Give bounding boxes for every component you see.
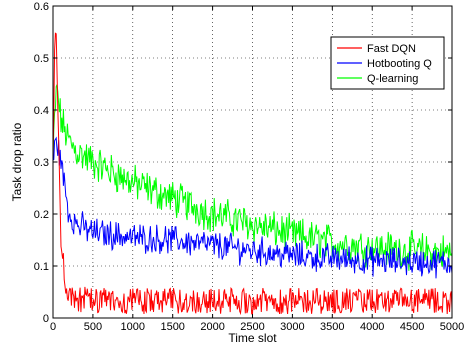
legend-label: Q-learning bbox=[367, 73, 418, 85]
x-tick-label: 3500 bbox=[320, 321, 344, 333]
series-line-fast-dqn bbox=[52, 32, 453, 316]
legend-label: Hotbooting Q bbox=[367, 58, 432, 70]
series-layer bbox=[52, 32, 453, 316]
y-tick-label: 0.4 bbox=[34, 105, 49, 117]
x-tick-label: 2500 bbox=[240, 321, 264, 333]
series-line-hotbooting-q bbox=[52, 136, 453, 279]
x-tick-label: 3000 bbox=[280, 321, 304, 333]
x-tick-label: 5000 bbox=[440, 321, 464, 333]
y-tick-label: 0 bbox=[43, 313, 49, 325]
axis-ticks: 0 500 1000 1500 2000 2500 3000 3500 4000 4500 5000… bbox=[34, 1, 465, 333]
x-axis-label: Time slot bbox=[228, 331, 277, 345]
y-tick-label: 0.1 bbox=[34, 261, 49, 273]
y-tick-label: 0.3 bbox=[34, 157, 49, 169]
x-tick-label: 4000 bbox=[360, 321, 384, 333]
x-tick-label: 1500 bbox=[160, 321, 184, 333]
x-tick-label: 2000 bbox=[200, 321, 224, 333]
legend: Fast DQN Hotbooting Q Q-learning bbox=[330, 36, 445, 90]
y-axis-label: Task drop ratio bbox=[10, 122, 24, 201]
series-line-q-learning bbox=[52, 84, 453, 271]
y-tick-label: 0.2 bbox=[34, 209, 49, 221]
x-tick-label: 0 bbox=[50, 321, 56, 333]
x-tick-label: 4500 bbox=[400, 321, 424, 333]
x-tick-label: 500 bbox=[84, 321, 102, 333]
legend-label: Fast DQN bbox=[367, 43, 416, 55]
y-tick-label: 0.6 bbox=[34, 1, 49, 13]
y-tick-label: 0.5 bbox=[34, 53, 49, 65]
x-tick-label: 1000 bbox=[121, 321, 145, 333]
